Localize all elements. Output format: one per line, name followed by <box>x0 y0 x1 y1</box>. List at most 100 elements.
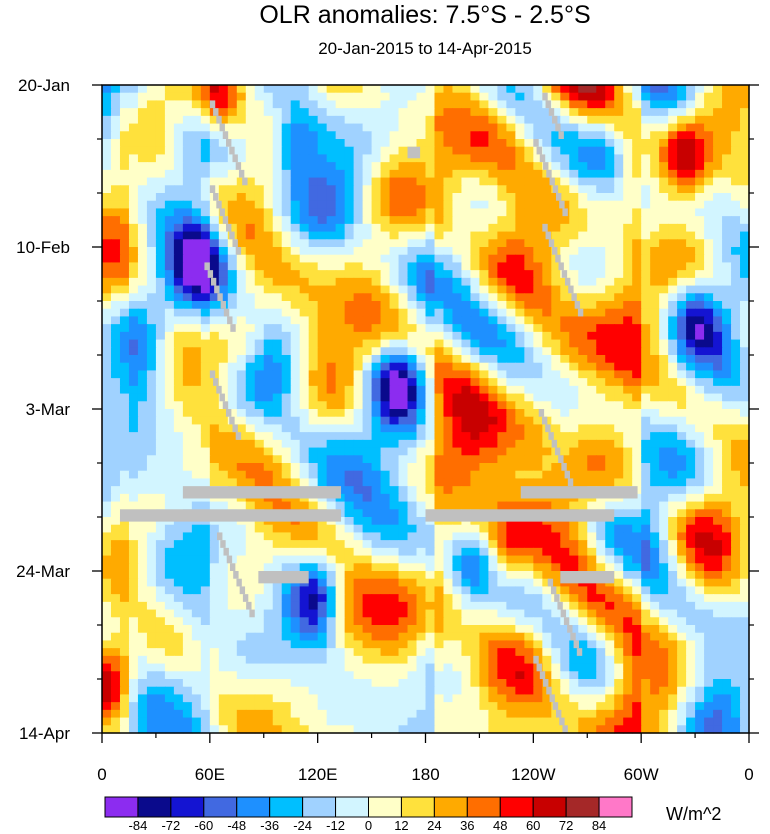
heatmap-cell <box>218 416 229 426</box>
heatmap-cell <box>119 177 130 186</box>
heatmap-cell <box>506 247 516 256</box>
heatmap-cell <box>488 115 498 125</box>
heatmap-cell <box>533 463 543 472</box>
heatmap-cell <box>668 123 678 132</box>
heatmap-cell <box>317 239 328 248</box>
heatmap-cell <box>380 123 391 132</box>
heatmap-cell <box>299 177 310 186</box>
heatmap-cell <box>524 301 534 310</box>
heatmap-cell <box>425 308 436 318</box>
heatmap-cell <box>227 378 238 387</box>
heatmap-cell <box>380 463 391 472</box>
heatmap-cell <box>425 563 436 572</box>
heatmap-cell <box>506 609 516 618</box>
heatmap-cell <box>227 409 238 418</box>
heatmap-cell <box>506 185 516 194</box>
heatmap-cell <box>614 139 624 148</box>
heatmap-cell <box>218 609 229 618</box>
heatmap-cell <box>560 223 570 233</box>
heatmap-cell <box>227 277 238 287</box>
heatmap-cell <box>461 193 472 202</box>
heatmap-cell <box>110 493 121 503</box>
heatmap-cell <box>398 493 409 503</box>
heatmap-cell <box>416 316 427 325</box>
heatmap-cell <box>353 169 364 179</box>
heatmap-cell <box>407 223 418 233</box>
heatmap-cell <box>335 331 346 341</box>
heatmap-cell <box>335 355 346 364</box>
heatmap-cell <box>461 416 472 426</box>
heatmap-cell <box>542 547 552 557</box>
heatmap-cell <box>191 154 202 163</box>
heatmap-cell <box>641 416 651 426</box>
heatmap-cell <box>164 617 175 626</box>
heatmap-cell <box>389 532 400 541</box>
heatmap-cell <box>740 262 750 271</box>
heatmap-cell <box>290 108 301 117</box>
heatmap-cell <box>605 409 615 418</box>
heatmap-cell <box>560 193 570 202</box>
heatmap-cell <box>317 578 328 588</box>
heatmap-cell <box>263 401 274 410</box>
heatmap-cell <box>713 193 723 202</box>
heatmap-cell <box>632 355 642 364</box>
heatmap-cell <box>542 247 552 256</box>
heatmap-cell <box>506 463 516 472</box>
heatmap-cell <box>461 432 472 441</box>
heatmap-cell <box>632 601 642 611</box>
heatmap-cell <box>317 216 328 225</box>
heatmap-cell <box>209 555 220 564</box>
heatmap-cell <box>434 285 445 294</box>
heatmap-cell <box>551 108 561 117</box>
heatmap-cell <box>461 185 472 194</box>
heatmap-cell <box>254 455 265 464</box>
heatmap-cell <box>191 347 202 356</box>
heatmap-cell <box>182 347 193 356</box>
heatmap-cell <box>272 540 283 549</box>
heatmap-cell <box>668 378 678 387</box>
heatmap-cell <box>695 100 705 109</box>
heatmap-cell <box>596 370 606 379</box>
heatmap-cell <box>740 393 750 402</box>
heatmap-cell <box>110 478 121 487</box>
heatmap-cell <box>263 594 274 603</box>
heatmap-cell <box>353 393 364 402</box>
heatmap-cell <box>173 362 184 372</box>
heatmap-cell <box>569 547 579 557</box>
heatmap-cell <box>542 609 552 618</box>
heatmap-cell <box>659 254 669 264</box>
heatmap-cell <box>146 208 157 217</box>
heatmap-cell <box>677 239 687 248</box>
heatmap-cell <box>452 347 463 356</box>
heatmap-cell <box>515 547 525 557</box>
heatmap-cell <box>227 139 238 148</box>
heatmap-cell <box>335 308 346 318</box>
heatmap-cell <box>380 223 391 233</box>
heatmap-cell <box>497 223 507 233</box>
heatmap-cell <box>461 501 472 510</box>
heatmap-cell <box>317 370 328 379</box>
heatmap-cell <box>461 131 472 140</box>
heatmap-cell <box>344 85 355 94</box>
heatmap-cell <box>164 208 175 217</box>
heatmap-cell <box>218 285 229 294</box>
heatmap-cell <box>488 347 498 356</box>
heatmap-cell <box>461 154 472 163</box>
heatmap-cell <box>614 409 624 418</box>
heatmap-cell <box>155 162 166 171</box>
heatmap-cell <box>605 301 615 310</box>
heatmap-cell <box>353 362 364 372</box>
heatmap-cell <box>515 555 525 564</box>
heatmap-cell <box>299 154 310 163</box>
heatmap-cell <box>317 115 328 125</box>
heatmap-cell <box>569 455 579 464</box>
heatmap-cell <box>200 355 211 364</box>
heatmap-cell <box>236 223 247 233</box>
heatmap-cell <box>704 393 714 402</box>
heatmap-cell <box>605 555 615 564</box>
heatmap-cell <box>497 347 507 356</box>
heatmap-cell <box>155 347 166 356</box>
heatmap-cell <box>605 424 615 433</box>
heatmap-cell <box>632 131 642 140</box>
heatmap-cell <box>515 409 525 418</box>
